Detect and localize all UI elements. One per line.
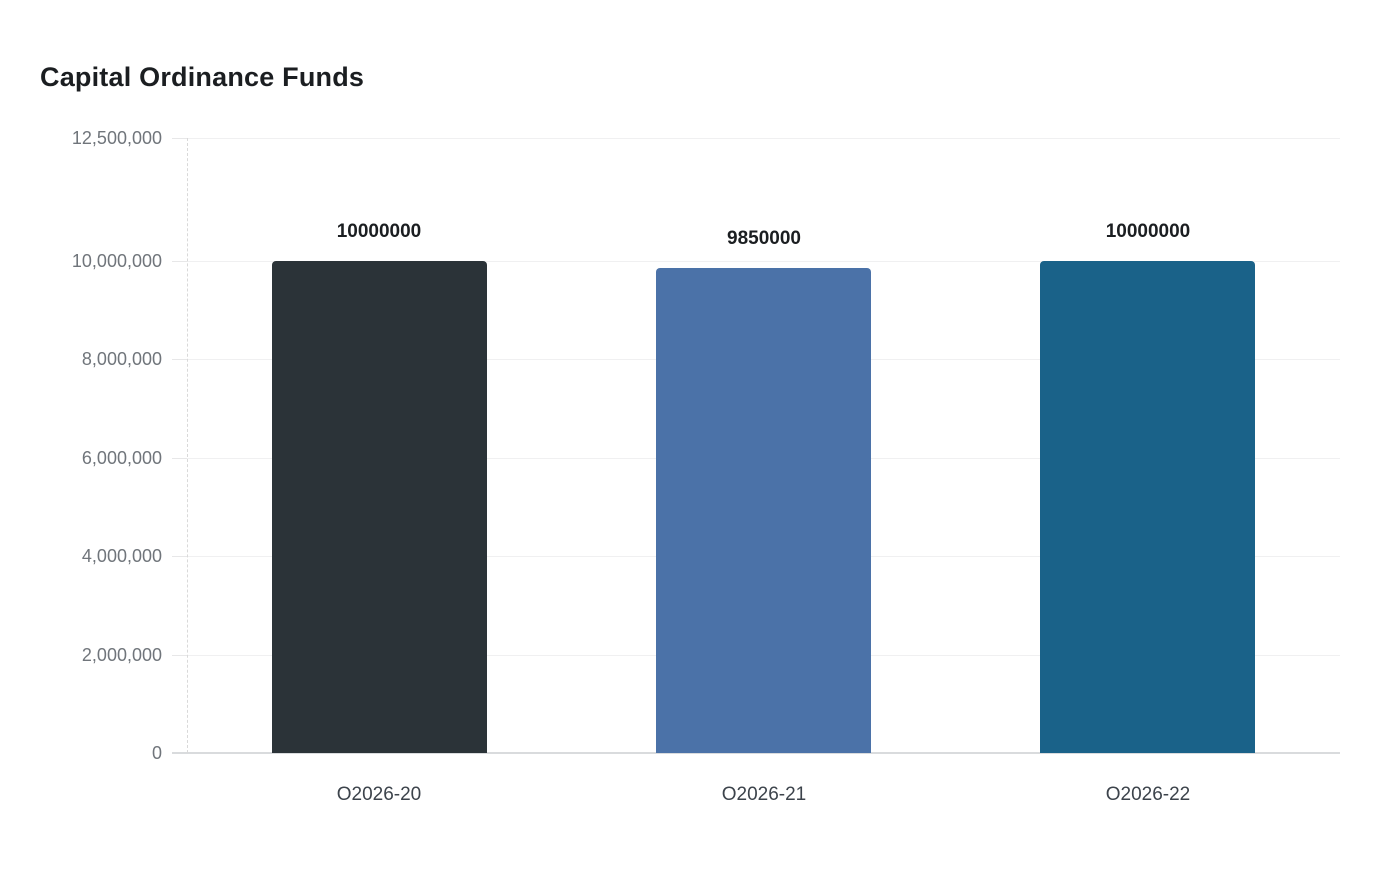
bar-O2026-22[interactable] xyxy=(1040,261,1255,753)
bar-value-label: 9850000 xyxy=(727,228,801,249)
y-axis-tick-label: 6,000,000 xyxy=(81,448,162,468)
x-axis-label: O2026-22 xyxy=(1105,784,1191,805)
y-axis-tick xyxy=(172,655,187,656)
y-axis-tick-label: 8,000,000 xyxy=(81,349,162,369)
y-axis-tick-label: 4,000,000 xyxy=(81,546,162,566)
x-axis-label: O2026-21 xyxy=(721,784,807,805)
bar-O2026-20[interactable] xyxy=(272,261,487,753)
bar-O2026-21[interactable] xyxy=(656,268,871,753)
y-axis-tick-label: 2,000,000 xyxy=(81,645,162,665)
gridline xyxy=(187,752,1340,754)
bar-value-label: 10000000 xyxy=(1105,221,1191,242)
chart-title: Capital Ordinance Funds xyxy=(40,62,365,92)
y-axis-tick xyxy=(172,556,187,557)
y-axis-tick xyxy=(172,458,187,459)
gridline xyxy=(187,261,1340,262)
y-axis-tick xyxy=(172,752,187,754)
y-axis-line xyxy=(187,138,188,753)
y-axis-tick xyxy=(172,261,187,262)
y-axis-tick xyxy=(172,138,187,139)
bar-value-label: 10000000 xyxy=(336,221,422,242)
gridline xyxy=(187,138,1340,139)
y-axis-tick-label: 12,500,000 xyxy=(71,128,162,148)
y-axis-tick-label: 10,000,000 xyxy=(71,251,162,271)
y-axis-tick-label: 0 xyxy=(151,743,162,763)
x-axis-label: O2026-20 xyxy=(336,784,422,805)
y-axis-tick xyxy=(172,359,187,360)
